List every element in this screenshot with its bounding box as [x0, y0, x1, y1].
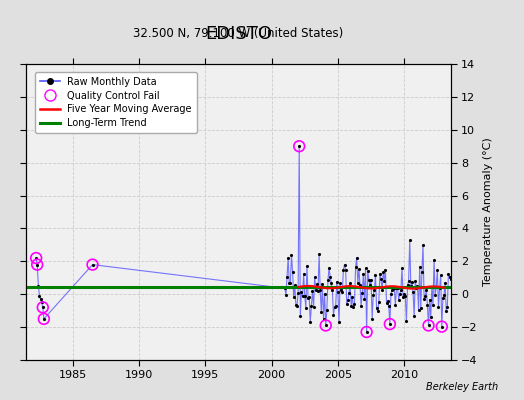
Point: [363, 329, 371, 335]
Legend: Raw Monthly Data, Quality Control Fail, Five Year Moving Average, Long-Term Tren: Raw Monthly Data, Quality Control Fail, …: [35, 72, 196, 133]
Point: [438, 324, 446, 330]
Y-axis label: Temperature Anomaly (°C): Temperature Anomaly (°C): [483, 138, 493, 286]
Point: [39, 304, 47, 310]
Point: [33, 262, 41, 268]
Point: [295, 143, 303, 150]
Point: [40, 316, 48, 322]
Text: 32.500 N, 79.100 W (United States): 32.500 N, 79.100 W (United States): [133, 27, 344, 40]
Point: [386, 321, 394, 327]
Text: Berkeley Earth: Berkeley Earth: [425, 382, 498, 392]
Point: [322, 322, 330, 329]
Point: [424, 322, 433, 329]
Point: [89, 262, 97, 268]
Title: EDISTO: EDISTO: [205, 25, 272, 43]
Point: [32, 255, 40, 261]
